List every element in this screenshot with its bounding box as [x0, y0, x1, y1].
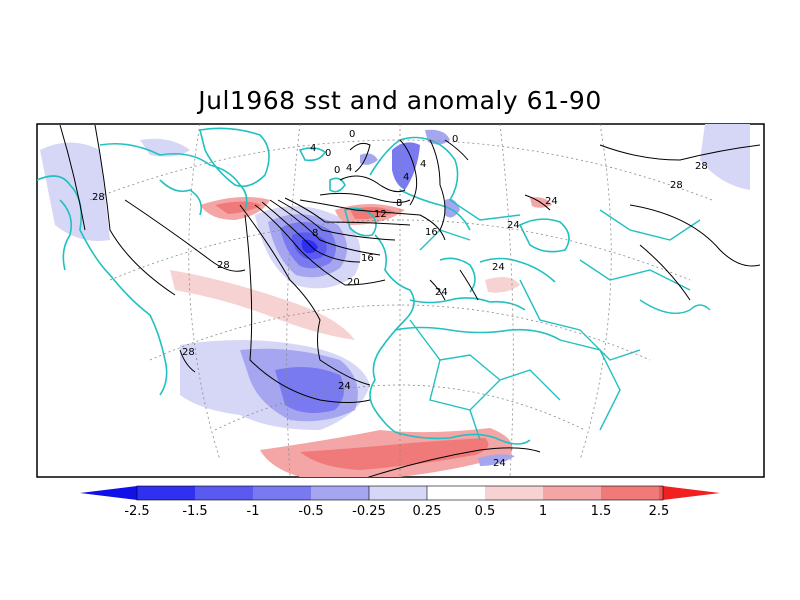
- contour-label: 16: [361, 253, 374, 264]
- colorbar-bin: [137, 486, 195, 500]
- contour-label: 24: [545, 196, 558, 207]
- colorbar-tick-label: 0.5: [475, 504, 496, 519]
- colorbar-tick-label: -0.25: [352, 504, 386, 519]
- colorbar-bin: [253, 486, 311, 500]
- contour-label: 0: [452, 134, 458, 145]
- colorbar-bin: [369, 486, 427, 500]
- contour-label: 16: [425, 227, 438, 238]
- contour-label: 12: [374, 209, 387, 220]
- contour-label: 28: [92, 192, 105, 203]
- colorbar-tick-label: -2.5: [124, 504, 149, 519]
- colorbar-tick-label: 2.5: [649, 504, 670, 519]
- contour-label: 4: [403, 172, 409, 183]
- contour-label: 28: [217, 260, 230, 271]
- colorbar-right-arrow: [663, 486, 720, 500]
- colorbar-tick-label: -0.5: [298, 504, 323, 519]
- sst-contours: [59, 124, 761, 477]
- colorbar-bin: [427, 486, 485, 500]
- colorbar-tick-label: -1.5: [182, 504, 207, 519]
- contour-label: 4: [346, 163, 352, 174]
- colorbar-bin: [659, 486, 663, 500]
- colorbar-tick-label: 1.5: [591, 504, 612, 519]
- contour-label: 24: [507, 220, 520, 231]
- contour-label: 24: [338, 381, 351, 392]
- colorbar: -2.5 -1.5 -1 -0.5 -0.25 0.25 0.5 1 1.5 2…: [80, 485, 720, 519]
- contour-label: 24: [435, 287, 448, 298]
- contour-label: 28: [670, 180, 683, 191]
- graticule: [89, 124, 713, 477]
- contour-label: 0: [334, 165, 340, 176]
- contour-label: 28: [695, 161, 708, 172]
- colorbar-tick-label: -1: [247, 504, 260, 519]
- contour-label: 28: [182, 347, 195, 358]
- contour-label: 4: [310, 143, 316, 154]
- colorbar-bin: [195, 486, 253, 500]
- map-title: Jul1968 sst and anomaly 61-90: [198, 86, 602, 115]
- contour-label: 24: [492, 262, 505, 273]
- colorbar-bin: [485, 486, 543, 500]
- contour-label: 20: [347, 277, 360, 288]
- contour-label: 24: [493, 458, 506, 469]
- anomaly-shading: [40, 124, 750, 477]
- contour-label: 8: [312, 228, 318, 239]
- colorbar-tick-label: 1: [539, 504, 547, 519]
- contour-label: 0: [325, 148, 331, 159]
- coastlines: [37, 127, 711, 445]
- contour-label: 0: [349, 129, 355, 140]
- colorbar-tick-label: 0.25: [413, 504, 442, 519]
- colorbar-left-arrow: [80, 486, 137, 500]
- colorbar-bin: [311, 486, 369, 500]
- contour-label: 4: [420, 159, 426, 170]
- colorbar-bin: [543, 486, 601, 500]
- contour-labels: 0 4 0 4 0 0 4 4 8 12 8 16 16 20 24 24 24…: [92, 129, 708, 469]
- contour-label: 8: [396, 198, 402, 209]
- colorbar-bin: [601, 486, 659, 500]
